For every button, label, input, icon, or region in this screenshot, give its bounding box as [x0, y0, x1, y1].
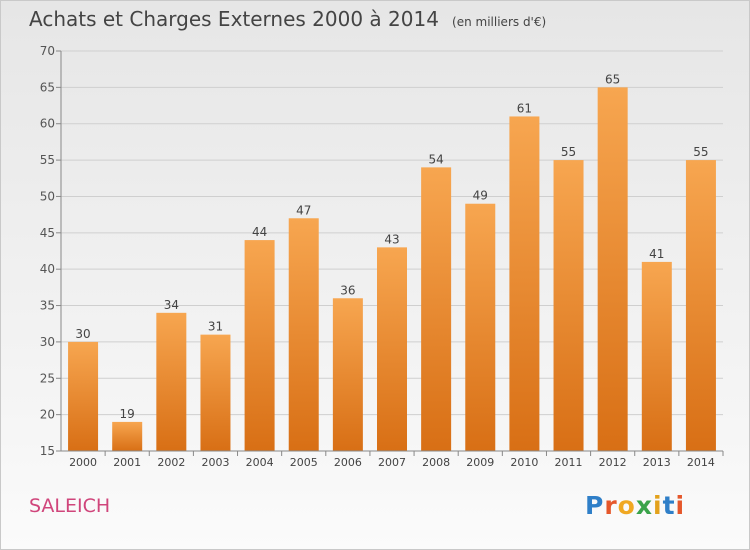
axes: 15 20 25 30 35 40 45 50 55 60 65 70 2000 2001 2002 2003… — [40, 44, 724, 469]
x-tick-label: 2014 — [687, 456, 715, 469]
bar-value-label: 47 — [296, 203, 311, 217]
y-tick-label: 50 — [40, 189, 55, 203]
logo-letter: r — [604, 491, 618, 520]
chart-unit: (en milliers d'€) — [452, 15, 547, 29]
logo-letter: P — [585, 491, 605, 520]
bar-value-label: 44 — [252, 225, 267, 239]
x-tick-label: 2012 — [599, 456, 627, 469]
bar-value-label: 31 — [208, 320, 223, 334]
chart-title: Achats et Charges Externes 2000 à 2014 — [29, 7, 439, 31]
commune-name: SALEICH — [29, 495, 111, 517]
chart-title-block: Achats et Charges Externes 2000 à 2014 (… — [29, 7, 546, 31]
x-tick-label: 2013 — [643, 456, 671, 469]
x-tick-label: 2009 — [466, 456, 494, 469]
y-tick-label: 70 — [40, 44, 55, 58]
x-tick-label: 2006 — [334, 456, 362, 469]
bar-2000 — [68, 341, 99, 451]
bar-value-label: 54 — [428, 152, 443, 166]
y-tick-label: 15 — [40, 444, 55, 458]
bar-2013 — [641, 261, 672, 451]
logo-letter: o — [617, 491, 636, 520]
x-tick-label: 2000 — [69, 456, 97, 469]
x-tick-label: 2007 — [378, 456, 406, 469]
logo-letter: i — [653, 491, 663, 520]
y-tick-label: 35 — [40, 299, 55, 313]
bar-value-label: 34 — [164, 298, 179, 312]
bar-value-label: 55 — [693, 145, 708, 159]
x-tick-label: 2005 — [290, 456, 318, 469]
x-tick-label: 2002 — [157, 456, 185, 469]
logo-letter: t — [662, 491, 676, 520]
bar-value-label: 61 — [517, 101, 532, 115]
bar-2012 — [597, 87, 628, 451]
x-tick-label: 2001 — [113, 456, 141, 469]
bar-2010 — [509, 116, 540, 452]
bar-2007 — [377, 247, 407, 451]
bar-2009 — [465, 203, 496, 451]
x-tick-label: 2008 — [422, 456, 450, 469]
y-tick-label: 65 — [40, 80, 55, 94]
x-tick-label: 2010 — [510, 456, 538, 469]
bar-2001 — [112, 421, 143, 451]
y-tick-label: 45 — [40, 226, 55, 240]
logo-letter: x — [635, 491, 653, 520]
y-tick-label: 40 — [40, 262, 55, 276]
bar-2008 — [421, 167, 452, 451]
bar-value-label: 19 — [120, 407, 135, 421]
y-tick-label: 20 — [40, 408, 55, 422]
bar-2005 — [288, 218, 319, 451]
bar-value-label: 43 — [384, 232, 399, 246]
y-tick-label: 60 — [40, 117, 55, 131]
proxiti-logo: Proxiti — [585, 491, 685, 520]
logo-letter: i — [675, 491, 686, 520]
bar-value-label: 49 — [473, 189, 488, 203]
bar-value-label: 30 — [75, 327, 90, 341]
bar-2004 — [244, 240, 275, 451]
bar-value-label: 36 — [340, 283, 355, 297]
bar-2002 — [156, 312, 187, 451]
bar-value-label: 55 — [561, 145, 576, 159]
bar-2006 — [332, 298, 363, 451]
y-tick-label: 30 — [40, 335, 55, 349]
bar-value-label: 65 — [605, 72, 620, 86]
y-tick-label: 25 — [40, 371, 55, 385]
x-tick-label: 2003 — [201, 456, 229, 469]
bar-2014 — [685, 160, 716, 451]
bars: 30 19 34 31 44 47 36 43 54 49 61 55 65 41 55 — [68, 72, 716, 452]
bar-2011 — [553, 160, 584, 451]
y-tick-label: 55 — [40, 153, 55, 167]
bar-2003 — [200, 334, 231, 451]
x-tick-label: 2011 — [555, 456, 583, 469]
x-tick-label: 2004 — [246, 456, 274, 469]
bar-value-label: 41 — [649, 247, 664, 261]
